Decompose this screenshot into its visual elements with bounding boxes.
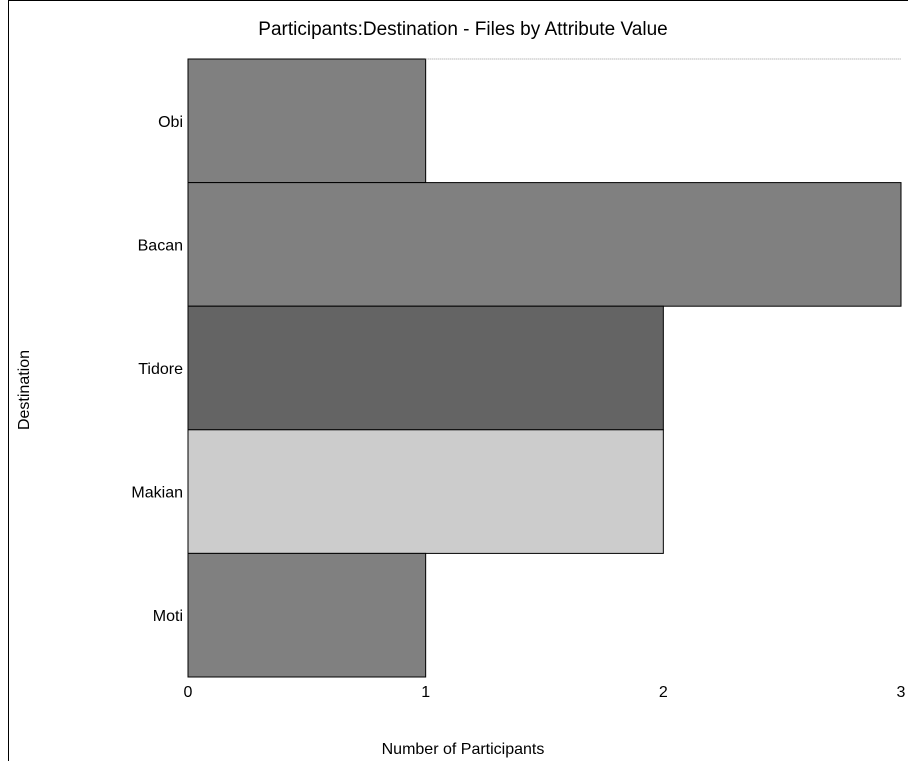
bar-bacan — [187, 182, 902, 307]
bar-tidore — [187, 305, 664, 431]
bar-moti — [187, 552, 427, 678]
bar-obi — [187, 58, 427, 184]
category-label-makian: Makian — [131, 485, 183, 502]
bar-makian — [187, 429, 664, 554]
category-label-obi: Obi — [158, 114, 183, 131]
x-tick-label-3: 3 — [897, 684, 906, 701]
chart-title: Participants:Destination - Files by Attr… — [258, 19, 667, 40]
x-tick-labels: 0 1 2 3 — [184, 684, 906, 701]
category-label-moti: Moti — [153, 608, 183, 625]
x-tick-label-2: 2 — [659, 684, 668, 701]
x-tick-label-0: 0 — [184, 684, 193, 701]
y-axis-label: Destination — [16, 350, 33, 430]
category-label-bacan: Bacan — [138, 237, 183, 254]
bars-group — [187, 58, 902, 678]
category-label-tidore: Tidore — [138, 361, 183, 378]
x-axis-label: Number of Participants — [382, 741, 545, 758]
x-tick-label-1: 1 — [421, 684, 430, 701]
category-labels: Obi Bacan Tidore Makian Moti — [131, 114, 183, 625]
